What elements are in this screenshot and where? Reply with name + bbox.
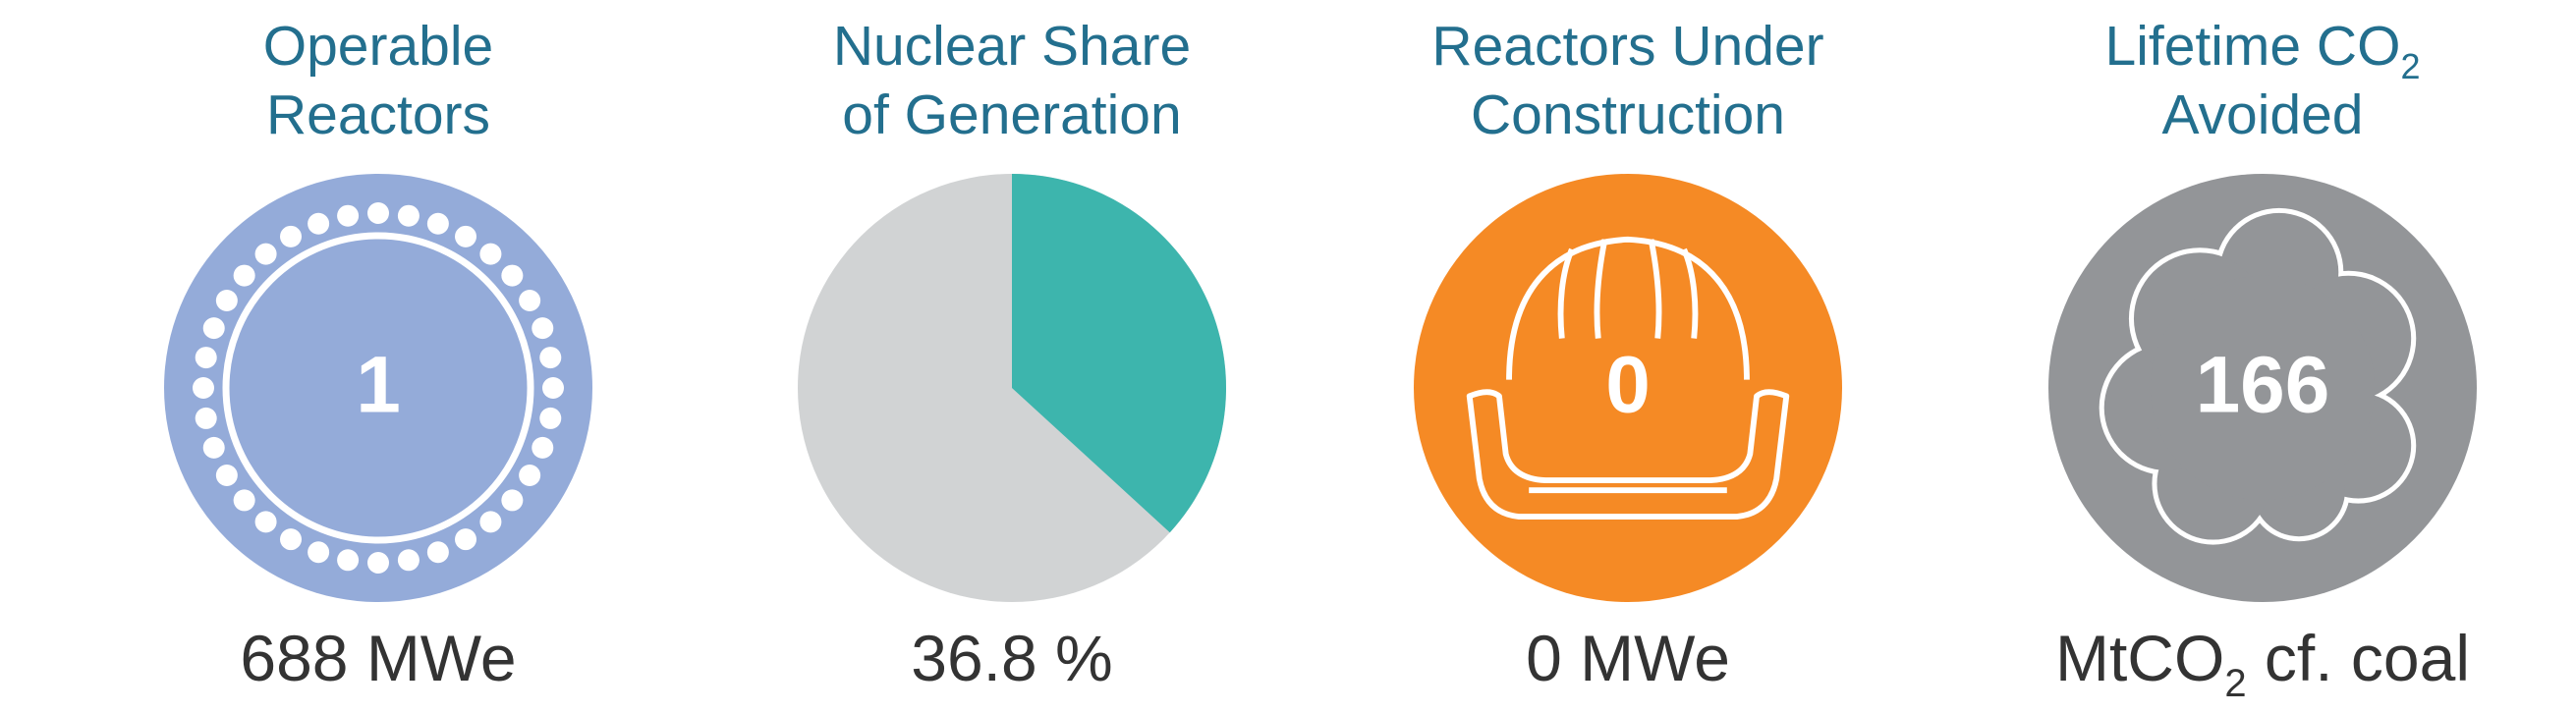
title-line: Avoided <box>2162 83 2364 146</box>
tile-value: 1 <box>356 341 401 430</box>
tile-value: 0 <box>1605 341 1651 430</box>
dot <box>337 204 360 227</box>
helmet-icon <box>1414 174 1842 602</box>
reactor-ring <box>222 232 534 544</box>
dot <box>233 489 255 512</box>
dot <box>519 465 541 486</box>
dot <box>337 549 360 572</box>
dot <box>233 264 255 287</box>
tile-construction: Reactors Under Construction 0 0 MWe <box>1414 15 1842 694</box>
dot <box>195 347 217 369</box>
caption: 0 MWe <box>1526 622 1730 694</box>
dot <box>254 511 277 533</box>
title-line: of Generation <box>842 83 1181 146</box>
cloud-lobe <box>2150 275 2376 501</box>
helmet <box>1466 236 1790 520</box>
dot <box>367 202 389 224</box>
tile-co2: Lifetime CO2 Avoided 166 MtCO2 cf. coal <box>2048 15 2477 705</box>
dot <box>195 407 217 429</box>
tile-share: Nuclear Share of Generation 36.8 % <box>798 15 1226 694</box>
dot <box>367 552 389 574</box>
dot <box>539 407 562 429</box>
title-subscript: 2 <box>2400 46 2420 86</box>
caption-subscript: 2 <box>2224 662 2246 705</box>
dot <box>539 347 562 369</box>
caption: 36.8 % <box>911 622 1112 694</box>
dot <box>426 212 449 235</box>
dot <box>280 528 302 551</box>
dot <box>455 225 476 247</box>
dot <box>280 225 302 247</box>
dot <box>479 511 502 533</box>
title-line: Reactors <box>266 83 490 146</box>
cloud <box>2099 207 2417 545</box>
dot <box>215 290 238 311</box>
tile-value: 166 <box>2196 341 2330 430</box>
dot <box>501 489 524 512</box>
dot <box>479 243 502 265</box>
dot <box>215 465 238 486</box>
dot <box>308 541 330 564</box>
title-text: Lifetime CO <box>2105 15 2401 78</box>
title-line: Lifetime CO2 <box>2105 15 2421 86</box>
dot <box>202 436 225 459</box>
dot <box>519 290 541 311</box>
caption-text: cf. coal <box>2247 622 2470 694</box>
caption: MtCO2 cf. coal <box>2055 622 2470 705</box>
dot <box>426 541 449 564</box>
reactor-dots <box>193 202 564 574</box>
tile-operable: Operable Reactors 1 688 MWe <box>164 15 592 694</box>
title-line: Nuclear Share <box>833 15 1191 78</box>
title-line: Reactors Under <box>1431 15 1823 78</box>
dot <box>397 204 420 227</box>
title-line: Construction <box>1471 83 1785 146</box>
dot <box>532 436 554 459</box>
dot <box>308 212 330 235</box>
dot <box>532 317 554 340</box>
dot <box>397 549 420 572</box>
caption: 688 MWe <box>240 622 516 694</box>
caption-text: MtCO <box>2055 622 2224 694</box>
dot <box>455 528 476 551</box>
dot <box>254 243 277 265</box>
dot <box>202 317 225 340</box>
title-line: Operable <box>263 15 494 78</box>
dot <box>501 264 524 287</box>
pie-slice <box>1012 174 1226 533</box>
dot <box>542 377 564 399</box>
dot <box>193 377 214 399</box>
